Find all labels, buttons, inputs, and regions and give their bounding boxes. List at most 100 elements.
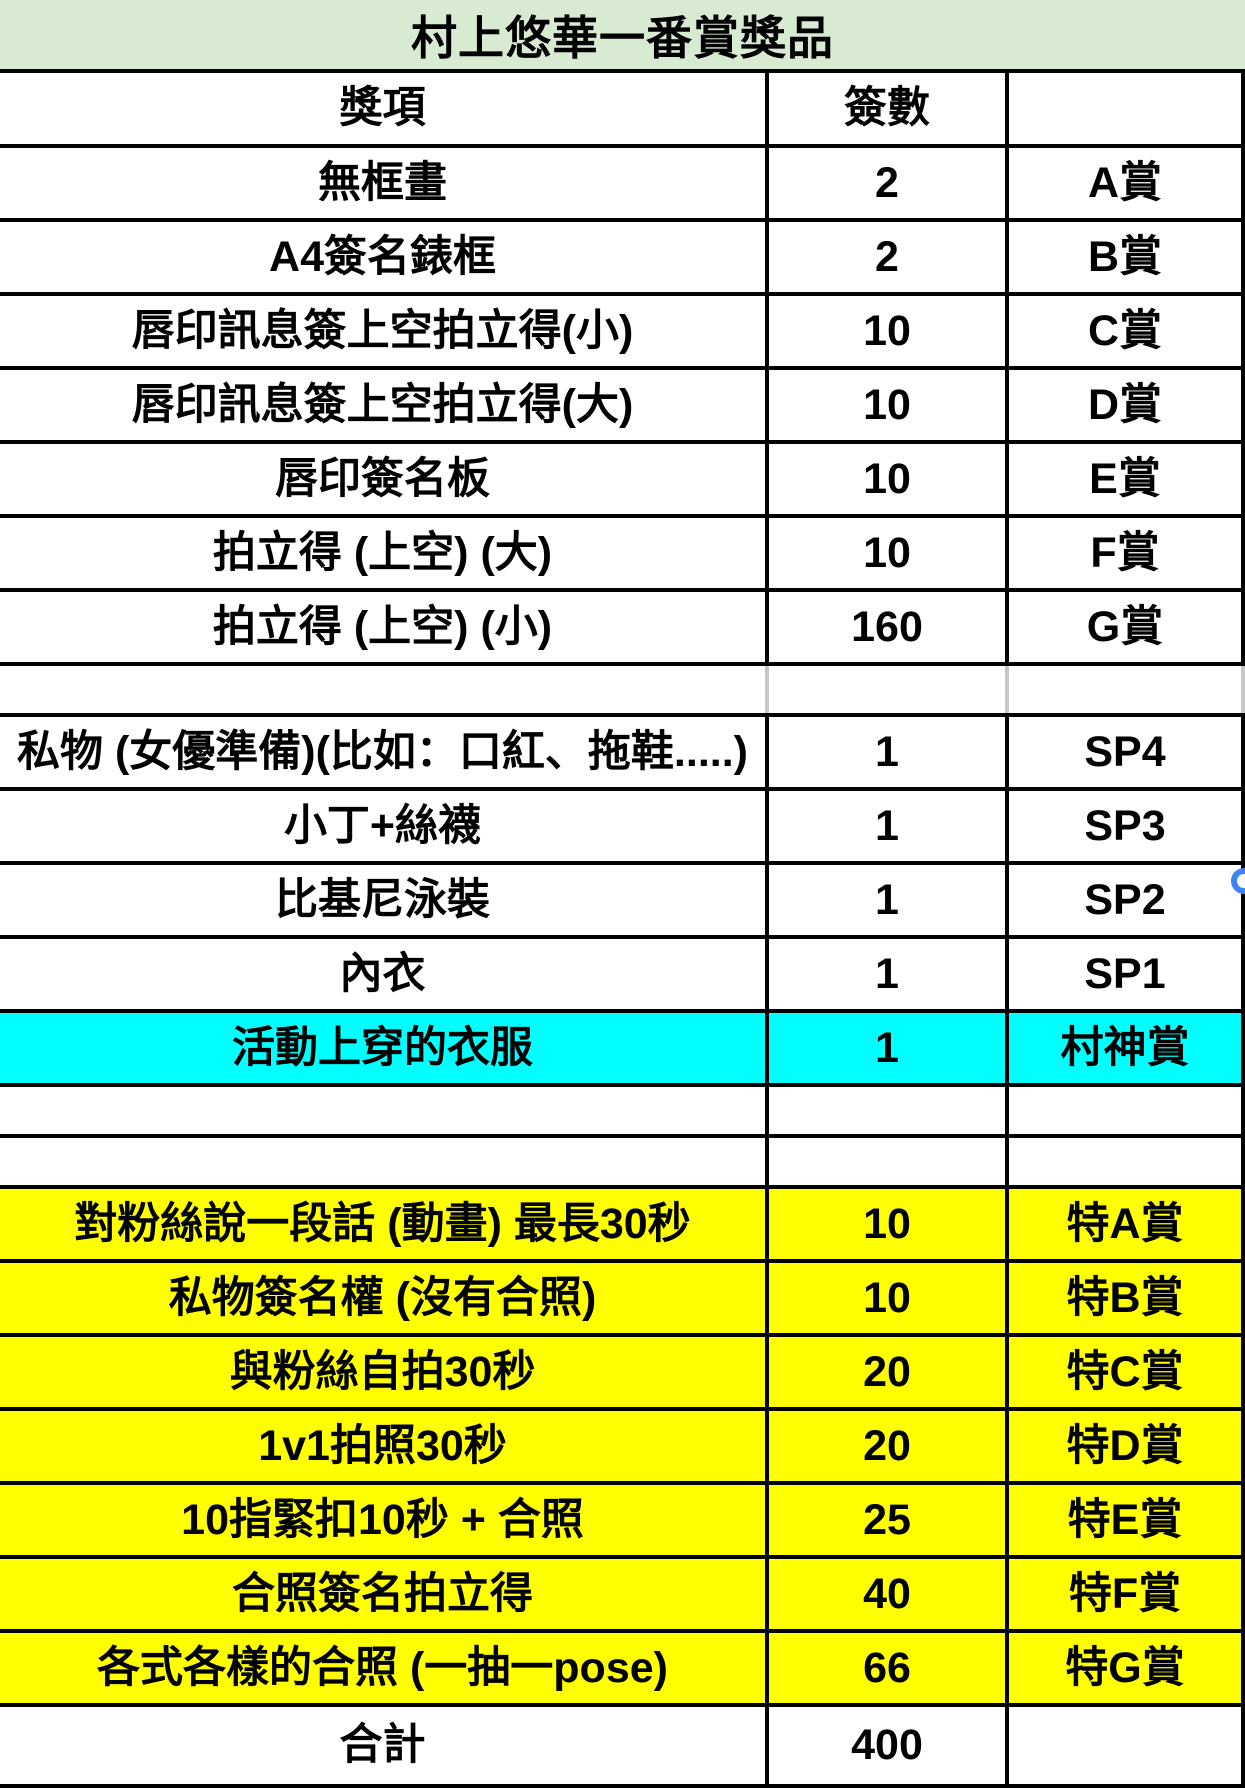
cell-count[interactable] (765, 1087, 1005, 1134)
cell-prize[interactable]: 唇印簽名板 (275, 454, 490, 503)
cell-tier[interactable]: SP1 (1005, 939, 1245, 1009)
cell-count[interactable]: 10 (765, 444, 1005, 514)
cell-count[interactable]: 10 (765, 1189, 1005, 1259)
table-row: 10指緊扣10秒 + 合照 25 特E賞 (0, 1485, 1245, 1559)
cell-tier[interactable]: 特D賞 (1005, 1411, 1245, 1481)
table-row: 無框畫 2 A賞 (0, 148, 1245, 222)
table-row: 唇印簽名板 10 E賞 (0, 444, 1245, 518)
table-row: 對粉絲說一段話 (動畫) 最長30秒 10 特A賞 (0, 1189, 1245, 1263)
cell-prize[interactable]: 合照簽名拍立得 (232, 1569, 533, 1618)
cell-prize[interactable]: 無框畫 (318, 158, 447, 207)
cell-prize[interactable]: 合計 (339, 1721, 426, 1769)
cell-count[interactable]: 20 (765, 1337, 1005, 1407)
cell-count[interactable]: 160 (765, 592, 1005, 662)
cell-tier[interactable] (1005, 1087, 1245, 1134)
cell-tier[interactable]: 村神賞 (1005, 1013, 1245, 1083)
cell-count[interactable]: 1 (765, 939, 1005, 1009)
table-row (0, 666, 1245, 717)
cell-prize[interactable]: 各式各樣的合照 (一抽一pose) (97, 1643, 668, 1692)
cell-tier[interactable] (1005, 666, 1245, 713)
sheet-title-cell[interactable]: 村上悠華一番賞獎品 (0, 0, 1245, 73)
cell-prize[interactable]: 拍立得 (上空) (小) (212, 602, 553, 651)
cell-count[interactable] (765, 666, 1005, 713)
cell-tier[interactable]: C賞 (1005, 296, 1245, 366)
table-row: 合照簽名拍立得 40 特F賞 (0, 1559, 1245, 1633)
table-row: 私物簽名權 (沒有合照) 10 特B賞 (0, 1263, 1245, 1337)
table-row: 拍立得 (上空) (大) 10 F賞 (0, 518, 1245, 592)
cell-count[interactable]: 1 (765, 1013, 1005, 1083)
cell-prize[interactable]: A4簽名錶框 (269, 232, 496, 281)
table-row: 唇印訊息簽上空拍立得(小) 10 C賞 (0, 296, 1245, 370)
table-row: 活動上穿的衣服 1 村神賞 (0, 1013, 1245, 1087)
cell-count[interactable]: 25 (765, 1485, 1005, 1555)
table-body: 無框畫 2 A賞 A4簽名錶框 2 B賞 唇印訊息簽上空拍立得(小) 10 C賞… (0, 148, 1245, 1788)
cell-tier[interactable]: A賞 (1005, 148, 1245, 218)
cell-tier[interactable]: E賞 (1005, 444, 1245, 514)
table-row: 與粉絲自拍30秒 20 特C賞 (0, 1337, 1245, 1411)
cell-tier[interactable]: B賞 (1005, 222, 1245, 292)
selection-handle-icon[interactable] (1231, 868, 1245, 894)
cell-tier[interactable]: SP4 (1005, 717, 1245, 787)
cell-tier[interactable]: F賞 (1005, 518, 1245, 588)
cell-prize[interactable] (0, 1087, 765, 1134)
table-row: 各式各樣的合照 (一抽一pose) 66 特G賞 (0, 1633, 1245, 1707)
cell-prize[interactable]: 對粉絲說一段話 (動畫) 最長30秒 (74, 1199, 691, 1248)
cell-tier[interactable] (1005, 1138, 1245, 1185)
cell-prize[interactable]: 私物簽名權 (沒有合照) (168, 1273, 597, 1322)
cell-prize[interactable] (0, 1138, 765, 1185)
table-row (0, 1138, 1245, 1189)
cell-prize[interactable]: 私物 (女優準備)(比如：口紅、拖鞋.....) (17, 727, 748, 776)
cell-count[interactable] (765, 1138, 1005, 1185)
cell-count[interactable]: 40 (765, 1559, 1005, 1629)
cell-tier[interactable]: D賞 (1005, 370, 1245, 440)
cell-count[interactable]: 2 (765, 148, 1005, 218)
table-row: 私物 (女優準備)(比如：口紅、拖鞋.....) 1 SP4 (0, 717, 1245, 791)
cell-count[interactable]: 10 (765, 296, 1005, 366)
cell-count[interactable]: 1 (765, 717, 1005, 787)
cell-tier[interactable]: 特G賞 (1005, 1633, 1245, 1703)
table-row: A4簽名錶框 2 B賞 (0, 222, 1245, 296)
header-count[interactable]: 簽數 (765, 73, 1005, 144)
cell-prize[interactable]: 1v1拍照30秒 (258, 1421, 507, 1470)
cell-count[interactable]: 10 (765, 518, 1005, 588)
cell-tier[interactable]: 特C賞 (1005, 1337, 1245, 1407)
table-row: 1v1拍照30秒 20 特D賞 (0, 1411, 1245, 1485)
table-row: 內衣 1 SP1 (0, 939, 1245, 1013)
sheet-title: 村上悠華一番賞獎品 (411, 11, 834, 64)
cell-tier[interactable]: 特B賞 (1005, 1263, 1245, 1333)
cell-tier[interactable]: SP2 (1005, 865, 1245, 935)
cell-prize[interactable]: 與粉絲自拍30秒 (229, 1347, 536, 1396)
cell-prize[interactable]: 比基尼泳裝 (275, 875, 490, 924)
cell-tier[interactable]: G賞 (1005, 592, 1245, 662)
cell-count[interactable]: 20 (765, 1411, 1005, 1481)
header-tier[interactable] (1005, 73, 1245, 144)
cell-tier[interactable]: 特A賞 (1005, 1189, 1245, 1259)
cell-prize[interactable]: 10指緊扣10秒 + 合照 (181, 1495, 584, 1544)
cell-tier[interactable] (1005, 1707, 1245, 1784)
cell-prize[interactable] (0, 666, 765, 713)
cell-prize[interactable]: 小丁+絲襪 (283, 801, 482, 850)
cell-count[interactable]: 10 (765, 1263, 1005, 1333)
cell-count[interactable]: 1 (765, 791, 1005, 861)
table-row (0, 1087, 1245, 1138)
cell-prize[interactable]: 內衣 (339, 949, 426, 998)
table-header-row: 獎項 簽數 (0, 73, 1245, 148)
cell-tier[interactable]: SP3 (1005, 791, 1245, 861)
cell-prize[interactable]: 活動上穿的衣服 (232, 1023, 533, 1072)
cell-count[interactable]: 10 (765, 370, 1005, 440)
table-row: 比基尼泳裝 1 SP2 (0, 865, 1245, 939)
table-row: 唇印訊息簽上空拍立得(大) 10 D賞 (0, 370, 1245, 444)
cell-prize[interactable]: 拍立得 (上空) (大) (212, 528, 553, 577)
cell-prize[interactable]: 唇印訊息簽上空拍立得(小) (131, 306, 634, 355)
cell-tier[interactable]: 特F賞 (1005, 1559, 1245, 1629)
cell-tier[interactable]: 特E賞 (1005, 1485, 1245, 1555)
cell-count[interactable]: 2 (765, 222, 1005, 292)
header-prize[interactable]: 獎項 (339, 84, 426, 132)
cell-count[interactable]: 1 (765, 865, 1005, 935)
cell-count[interactable]: 400 (765, 1707, 1005, 1784)
cell-prize[interactable]: 唇印訊息簽上空拍立得(大) (131, 380, 634, 429)
table-row: 合計 400 (0, 1707, 1245, 1788)
cell-count[interactable]: 66 (765, 1633, 1005, 1703)
table-row: 小丁+絲襪 1 SP3 (0, 791, 1245, 865)
